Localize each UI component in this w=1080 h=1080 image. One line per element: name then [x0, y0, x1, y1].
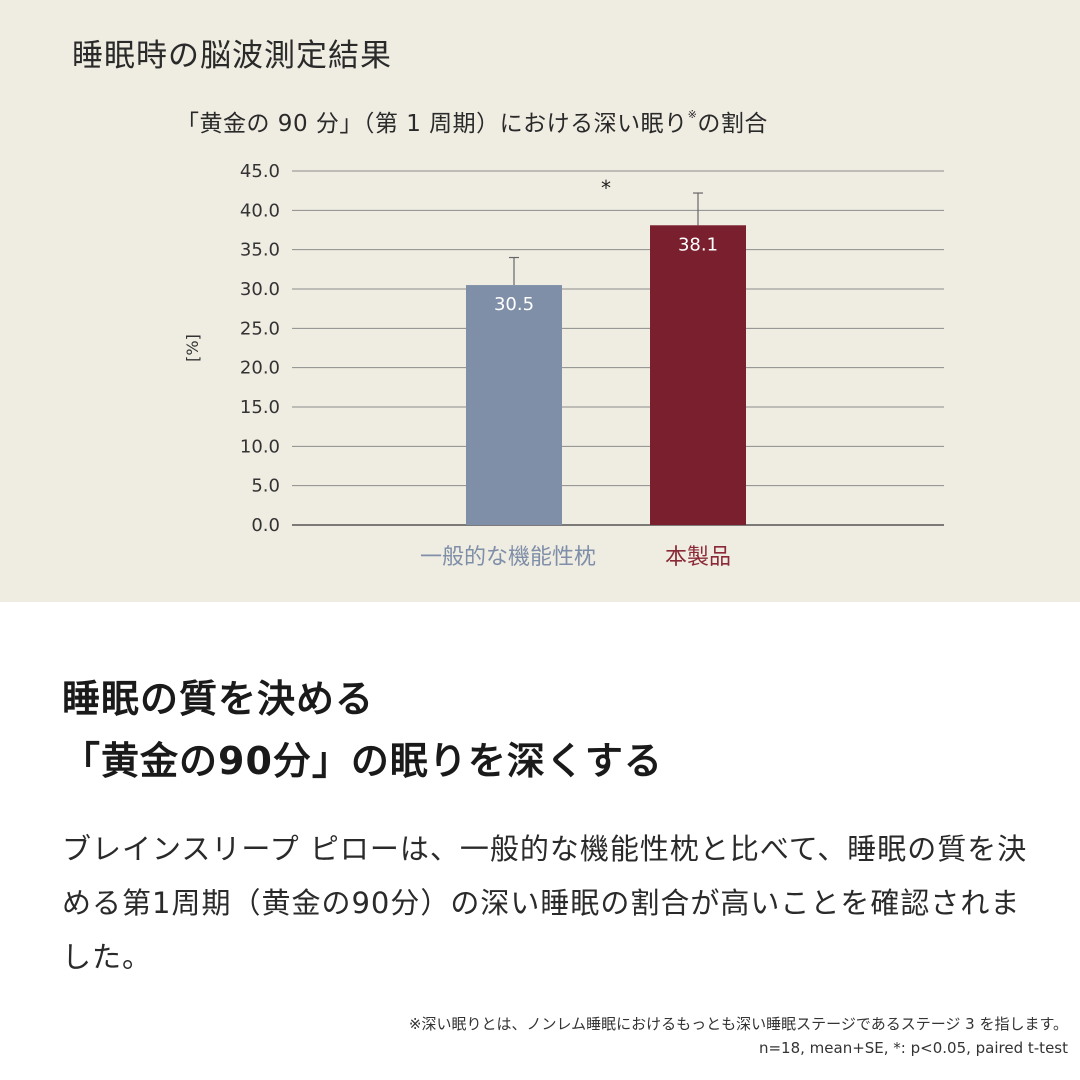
chart-title-footnote-mark: ※ — [687, 108, 698, 121]
footnotes: ※深い眠りとは、ノンレム睡眠におけるもっとも深い睡眠ステージであるステージ 3 … — [409, 1012, 1068, 1060]
headline: 睡眠の質を決める 「黄金の90分」の眠りを深くする — [62, 668, 663, 792]
bar-value-label: 38.1 — [678, 234, 718, 255]
footnote-stats: n=18, mean+SE, *: p<0.05, paired t-test — [758, 1039, 1068, 1057]
bar — [466, 285, 562, 525]
bar-chart: 0.0 5.0 10.0 15.0 20.0 25.0 30.0 35.0 40.0 45.0 [%… — [183, 161, 944, 570]
y-tick-label: 30.0 — [240, 279, 280, 300]
headline-line-2: 「黄金の90分」の眠りを深くする — [62, 739, 663, 783]
bar-value-label: 30.5 — [494, 294, 534, 315]
chart-panel: 睡眠時の脳波測定結果 「黄金の 90 分」（第 1 周期）における深い眠り※の割… — [0, 0, 1080, 602]
body-text: ブレインスリープ ピローは、一般的な機能性枕と比べて、睡眠の質を決める第1周期（… — [62, 832, 1028, 974]
y-tick-label: 5.0 — [251, 476, 280, 497]
y-tick-label: 40.0 — [240, 200, 280, 221]
y-axis-label: [%] — [183, 334, 202, 362]
headline-line-1: 睡眠の質を決める — [62, 677, 375, 721]
bar — [650, 225, 746, 525]
y-tick-label: 10.0 — [240, 436, 280, 457]
y-tick-label: 15.0 — [240, 397, 280, 418]
y-tick-label: 25.0 — [240, 318, 280, 339]
y-tick-label: 0.0 — [251, 515, 280, 536]
section-title: 睡眠時の脳波測定結果 — [72, 38, 392, 74]
significance-marker: * — [601, 176, 611, 200]
y-tick-label: 20.0 — [240, 358, 280, 379]
category-label: 本製品 — [665, 545, 731, 570]
chart-title-main: 「黄金の 90 分」（第 1 周期）における深い眠り — [176, 111, 688, 137]
footnote-definition: ※深い眠りとは、ノンレム睡眠におけるもっとも深い睡眠ステージであるステージ 3 … — [408, 1015, 1068, 1033]
y-tick-label: 45.0 — [240, 161, 280, 182]
chart-title-tail: の割合 — [697, 111, 768, 137]
chart-title: 「黄金の 90 分」（第 1 周期）における深い眠り※の割合 — [176, 104, 768, 138]
y-tick-label: 35.0 — [240, 240, 280, 261]
category-label: 一般的な機能性枕 — [420, 545, 596, 570]
